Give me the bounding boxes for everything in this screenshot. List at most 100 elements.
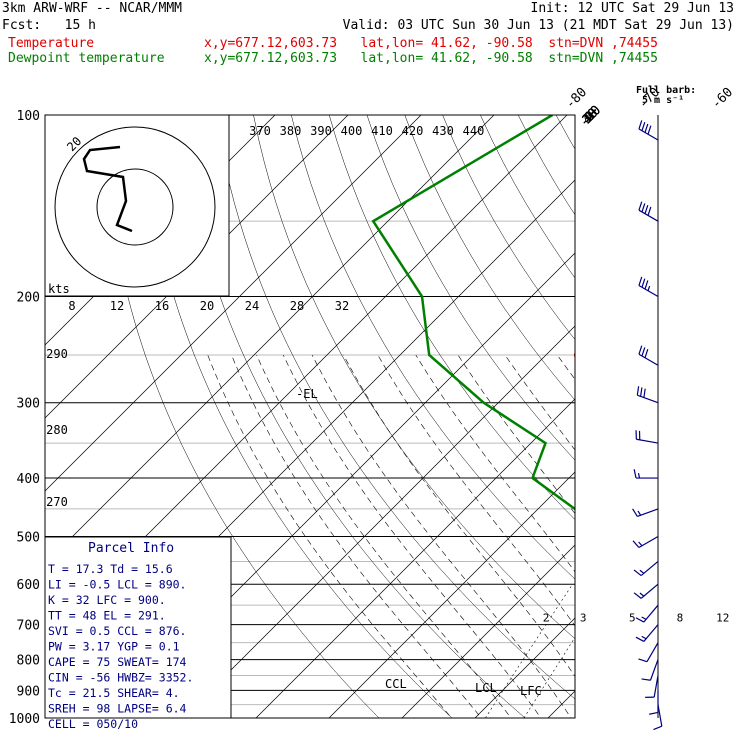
moist-adiabat — [311, 354, 572, 718]
parcel-info-row: K = 32 LFC = 900. — [48, 593, 166, 607]
dry-adiabat — [555, 115, 575, 150]
mixing-ratio-label: 8 — [677, 612, 684, 625]
pressure-label: 100 — [17, 109, 40, 124]
theta-label: 270 — [46, 495, 68, 509]
parcel-info-row: CAPE = 75 SWEAT= 174 — [48, 655, 187, 669]
mixing-ratio-line — [574, 717, 575, 718]
plot-area — [45, 87, 740, 731]
init-time: Init: 12 UTC Sat 29 Jun 13 — [530, 1, 735, 16]
mixing-ratio-label: 5 — [629, 612, 636, 625]
pressure-label: 1000 — [9, 712, 40, 727]
mixing-ratio-label: 2 — [543, 612, 550, 625]
moist-adiabat — [256, 354, 512, 718]
theta-label: 400 — [341, 124, 363, 138]
wind-barb-flag — [643, 388, 646, 398]
theta-label: 440 — [463, 124, 485, 138]
isotherm — [401, 544, 575, 718]
dry-adiabat — [253, 115, 575, 640]
wind-barb — [640, 560, 659, 577]
wind-barb-flag — [632, 508, 638, 517]
mixing-ratio-label: 3 — [580, 612, 587, 625]
wind-barb — [643, 604, 659, 623]
dry-adiabat — [177, 115, 526, 718]
moist-adiabat — [415, 354, 575, 573]
wind-barb-flag — [641, 635, 647, 640]
wind-barb-flag — [638, 201, 643, 211]
pressure-label: 900 — [17, 684, 40, 699]
isotherm — [328, 471, 575, 718]
wind-barb — [643, 624, 659, 642]
hodograph-speed-label: 24 — [245, 299, 259, 313]
parcel-info-title: Parcel Info — [88, 541, 174, 556]
el-annotation: -EL — [296, 387, 318, 401]
theta-label: 290 — [46, 347, 68, 361]
moist-adiabat — [343, 354, 575, 677]
parcel-info-row: SVI = 0.5 CCL = 876. — [48, 624, 186, 638]
isotherm — [182, 325, 575, 718]
wind-barb-flag — [635, 636, 645, 642]
wind-barb — [646, 642, 659, 663]
wind-barb-flag — [638, 120, 643, 130]
parcel-info-row: LI = -0.5 LCL = 890. — [48, 578, 186, 592]
temperature-label: Temperature — [8, 36, 95, 51]
wind-barb-flag — [641, 678, 651, 681]
pressure-label: 500 — [17, 530, 40, 545]
theta-label: 410 — [371, 124, 393, 138]
isotherm — [45, 115, 495, 565]
lcl-annotation: LCL — [475, 681, 497, 695]
wind-barb-flag — [636, 386, 640, 396]
mixing-ratio-line — [729, 584, 740, 718]
wind-barb-flag — [644, 123, 649, 133]
wind-barb-flag — [635, 617, 645, 623]
isotherm-label: -60 — [709, 85, 736, 112]
moist-adiabat — [377, 354, 575, 627]
wind-barb-flag — [641, 278, 646, 288]
parcel-info-row: SREH = 98 LAPSE= 6.4 — [48, 702, 187, 716]
parcel-info-row: Tc = 21.5 SHEAR= 4. — [48, 686, 180, 700]
forecast-hour: Fcst: 15 h — [2, 18, 96, 33]
dry-adiabat — [291, 115, 575, 580]
parcel-info-box — [44, 536, 232, 719]
dewpoint-label: Dewpoint temperature — [8, 51, 165, 66]
wind-barb-flag — [641, 203, 646, 213]
wind-barb-flag — [647, 125, 652, 135]
pressure-label: 300 — [17, 397, 40, 412]
mixing-ratio-line — [523, 636, 575, 718]
model-title: 3km ARW-WRF -- NCAR/MMM — [2, 1, 183, 16]
wind-barb — [638, 353, 659, 366]
wind-barb-flag — [641, 616, 647, 620]
isotherm-label: -80 — [563, 85, 590, 112]
wind-barb — [637, 394, 659, 404]
theta-label: 280 — [46, 423, 68, 437]
isotherm — [608, 87, 740, 730]
barb-legend-value: 5 m s⁻¹ — [642, 95, 684, 106]
pressure-label: 600 — [17, 578, 40, 593]
dry-adiabat — [328, 115, 575, 521]
hodograph-speed-label: 16 — [155, 299, 169, 313]
wind-barb — [636, 438, 659, 444]
parcel-info-row: CELL = 050/10 — [48, 717, 138, 731]
dry-adiabat — [632, 115, 740, 731]
dry-adiabat — [594, 115, 740, 731]
wind-barb — [638, 285, 659, 298]
dry-adiabat — [139, 115, 453, 718]
valid-time: Valid: 03 UTC Sun 30 Jun 13 (21 MDT Sat … — [342, 18, 734, 33]
dry-adiabat — [215, 115, 575, 700]
theta-label: 390 — [310, 124, 332, 138]
wind-barb — [638, 128, 659, 141]
barb-legend-title: Full barb: — [636, 85, 696, 96]
wind-barb — [657, 704, 663, 727]
parcel-info-row: T = 17.3 Td = 15.6 — [48, 562, 173, 576]
hodograph-trace — [82, 145, 133, 233]
dry-adiabat — [670, 115, 740, 731]
lfc-annotation: LFC — [520, 684, 542, 698]
mixing-ratio-line — [625, 584, 705, 718]
dry-adiabat — [102, 115, 380, 718]
dewpoint-profile — [371, 115, 575, 511]
wind-barb-flag — [647, 206, 652, 216]
ccl-annotation: CCL — [385, 677, 407, 691]
isotherm — [474, 617, 575, 718]
wind-barb — [638, 209, 659, 222]
hodograph-speed-label: 28 — [290, 299, 304, 313]
